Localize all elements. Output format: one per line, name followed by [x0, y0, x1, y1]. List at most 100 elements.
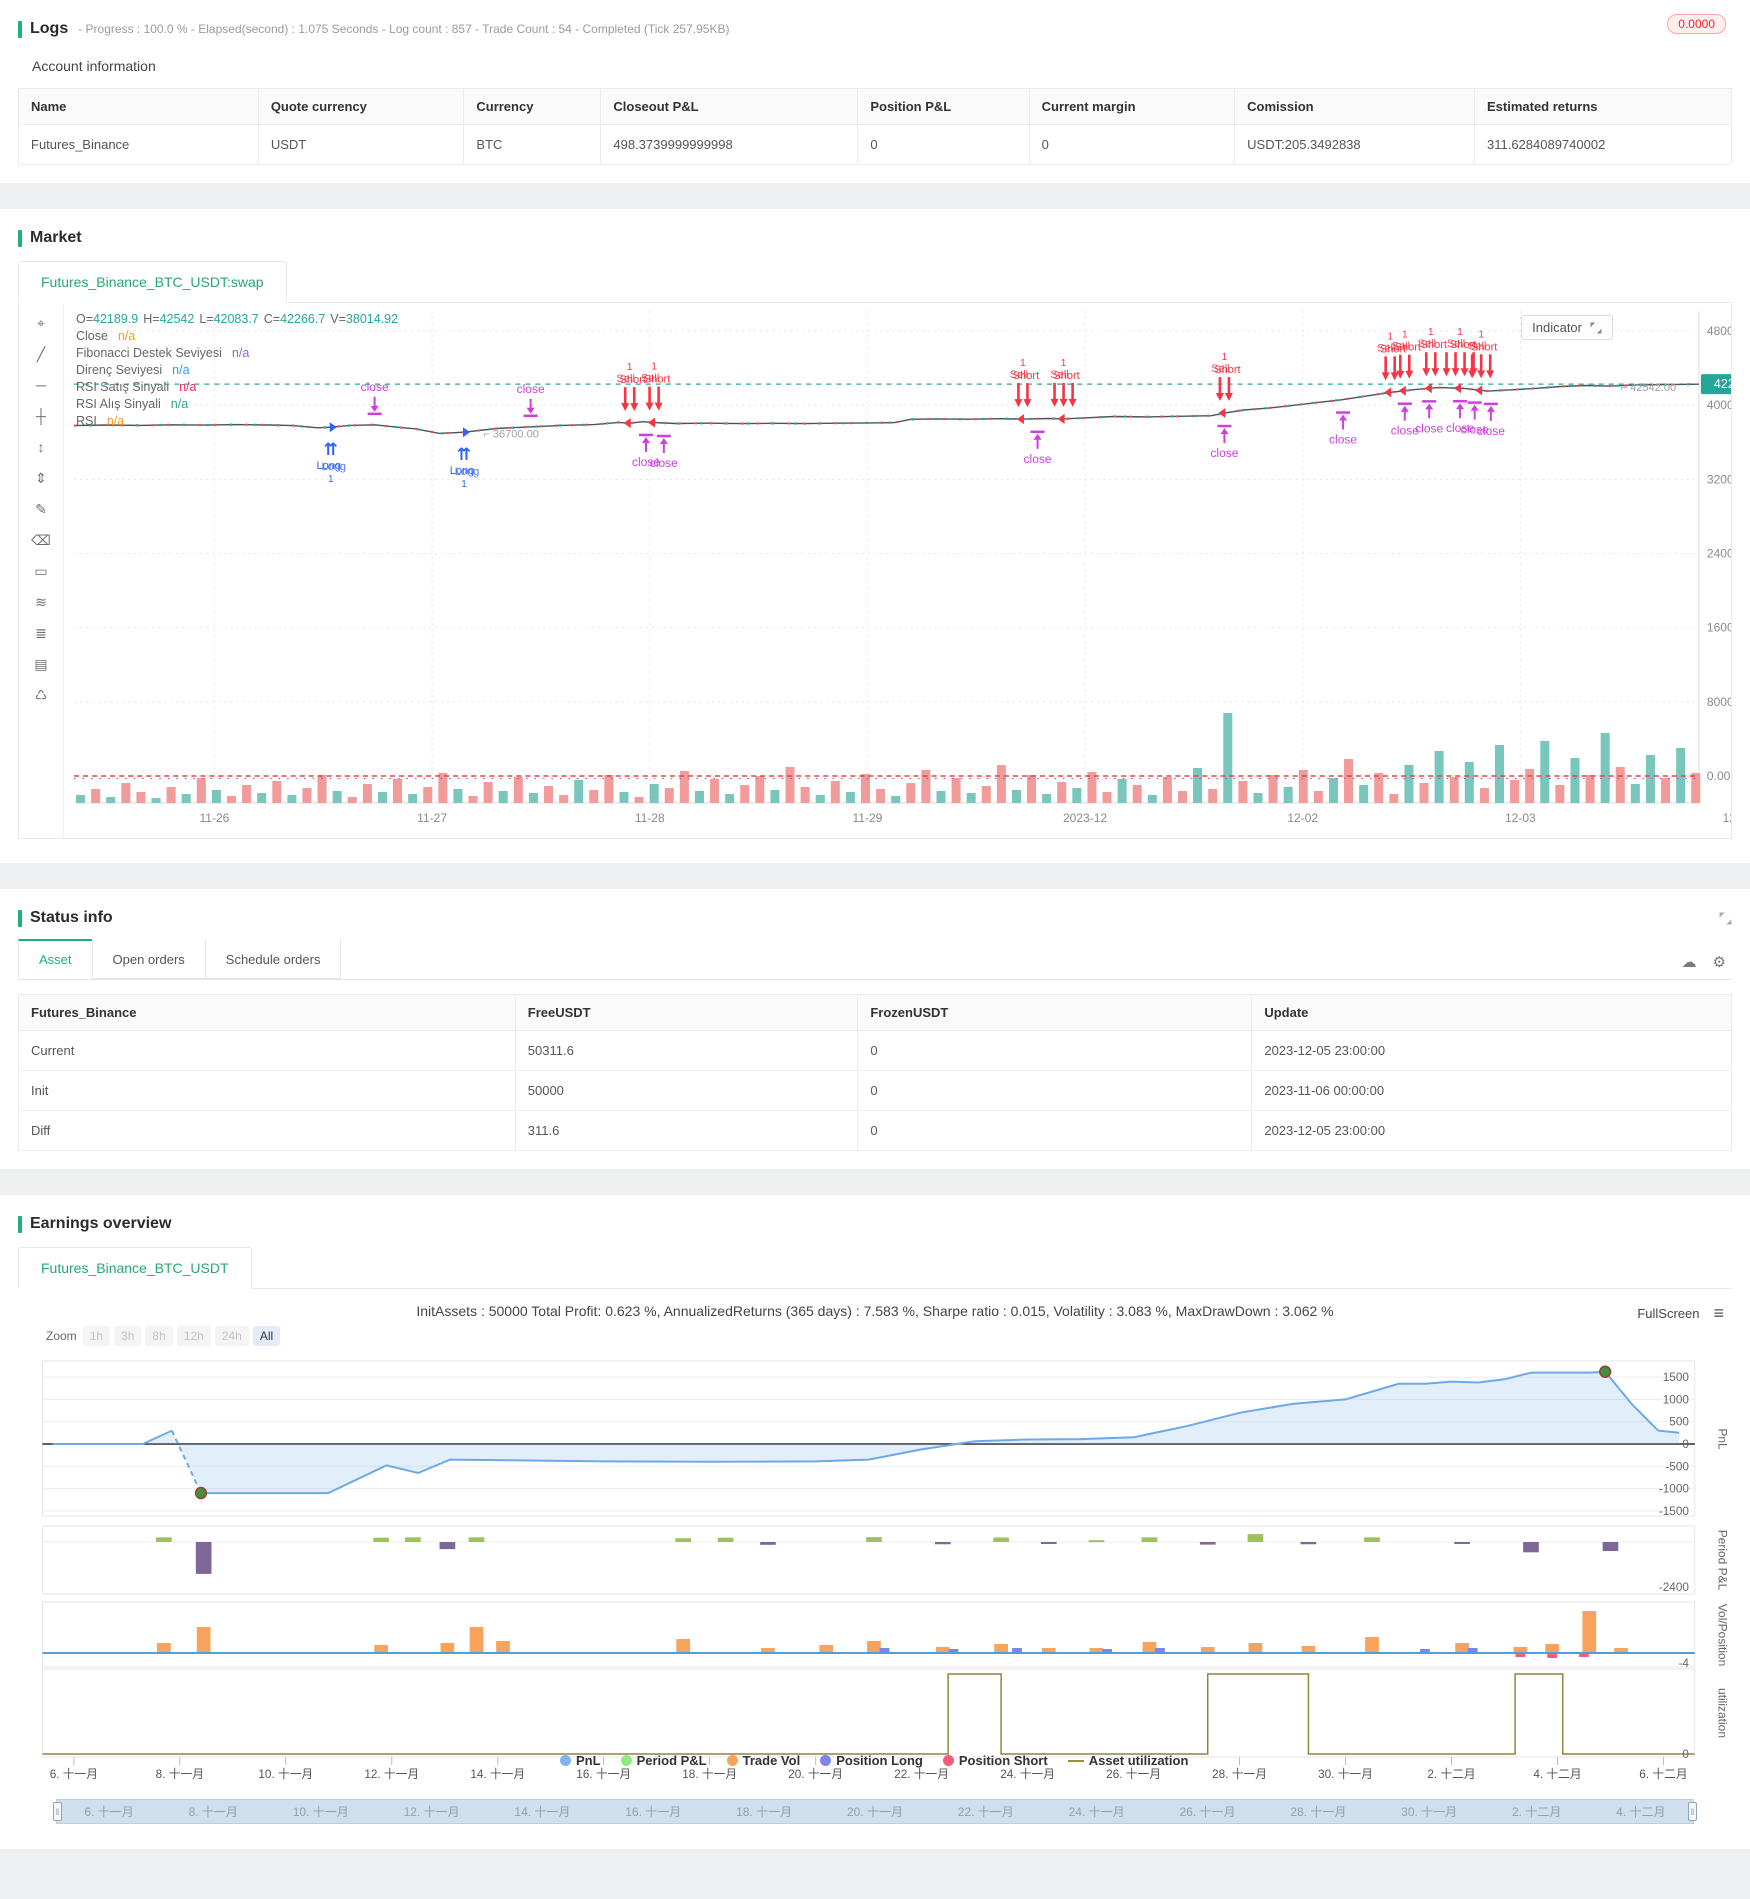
- gear-icon[interactable]: ⚙: [1712, 954, 1726, 971]
- legend-marker: [820, 1755, 832, 1766]
- trade-vol-bar: [819, 1645, 834, 1653]
- table-cell: Init: [18, 1070, 516, 1111]
- svg-text:8000.00: 8000.00: [1707, 695, 1731, 709]
- fullscreen-button[interactable]: FullScreen: [1637, 1306, 1700, 1321]
- tab-market-symbol[interactable]: Futures_Binance_BTC_USDT:swap: [18, 261, 287, 303]
- price-range-icon[interactable]: ↕: [37, 439, 45, 455]
- table-cell: 0: [857, 1030, 1253, 1071]
- status-section: Status info Asset Open orders Schedule o…: [0, 889, 1750, 1169]
- tab-schedule-orders[interactable]: Schedule orders: [204, 939, 342, 979]
- close-marker: close: [1329, 411, 1357, 447]
- logs-section: Logs - Progress : 100.0 % - Elapsed(seco…: [0, 0, 1750, 183]
- status-title: Status info: [30, 909, 113, 926]
- earnings-title: Earnings overview: [30, 1215, 172, 1232]
- indicator-legend-row[interactable]: RSI Satış Sinyali n/a: [76, 379, 403, 396]
- crosshair-icon[interactable]: ⌖: [37, 315, 45, 331]
- earnings-tabbar: Futures_Binance_BTC_USDT: [18, 1247, 1732, 1289]
- trade-vol-bar: [1089, 1648, 1104, 1653]
- trade-vol-bar: [1142, 1642, 1157, 1653]
- svg-text:0: 0: [1682, 1437, 1689, 1451]
- market-chart: O=42189.9 H=42542 L=42083.7 C=42266.7 V=3801…: [64, 303, 1731, 838]
- indicator-legend-row[interactable]: Close n/a: [76, 328, 403, 345]
- zoom-button-24h[interactable]: 24h: [214, 1326, 249, 1346]
- svg-text:Short: Short: [1214, 364, 1240, 376]
- hamburger-menu-icon[interactable]: ≡: [1713, 1303, 1724, 1323]
- eraser-icon[interactable]: ⌫: [31, 532, 51, 548]
- x-axis-label: 14. 十一月: [470, 1767, 525, 1781]
- svg-text:24000.00: 24000.00: [1707, 547, 1731, 561]
- navigator-left-handle[interactable]: ‖: [53, 1802, 62, 1821]
- close-marker: close: [517, 382, 545, 418]
- table-row: Diff 311.6 0 2023-12-05 23:00:00: [18, 1110, 1732, 1151]
- trade-vol-bar: [1582, 1611, 1597, 1653]
- svg-text:close: close: [1391, 424, 1419, 438]
- magnet-icon[interactable]: ▤: [34, 656, 48, 672]
- svg-text:Sell: Sell: [1211, 363, 1229, 375]
- table-cell: BTC: [463, 124, 602, 165]
- period-pnl-bar: [1454, 1542, 1470, 1544]
- chart-navigator[interactable]: 6. 十一月 8. 十一月 10. 十一月 12. 十一月 14. 十一月 16. 十一月…: [53, 1799, 1697, 1824]
- legend-item-position-short[interactable]: Position Short: [942, 1753, 1048, 1768]
- trade-vol-bar: [1614, 1648, 1628, 1653]
- trade-vol-bar: [440, 1643, 455, 1653]
- indicator-value: n/a: [179, 380, 197, 394]
- zoom-label: Zoom: [46, 1329, 77, 1343]
- pnl-extreme-dot: [194, 1486, 208, 1500]
- zoom-button-3h[interactable]: 3h: [114, 1326, 142, 1346]
- wave-icon[interactable]: ≋: [35, 594, 47, 610]
- cross-line-icon[interactable]: ┼: [36, 408, 46, 424]
- indicator-legend-row[interactable]: Direnç Seviyesi n/a: [76, 362, 403, 379]
- period-pnl-bar: [1300, 1542, 1317, 1545]
- navigator-right-handle[interactable]: ‖: [1688, 1802, 1697, 1821]
- tab-open-orders[interactable]: Open orders: [91, 939, 206, 979]
- svg-text:Short: Short: [620, 374, 646, 386]
- indicator-legend-row[interactable]: RSI Alış Sinyali n/a: [76, 396, 403, 413]
- legend-item-position-long[interactable]: Position Long: [820, 1753, 923, 1768]
- collapse-icon[interactable]: [1719, 912, 1732, 925]
- tab-earnings-symbol[interactable]: Futures_Binance_BTC_USDT: [18, 1247, 252, 1289]
- zoom-button-all[interactable]: All: [252, 1326, 281, 1346]
- legend-label: Position Short: [958, 1753, 1048, 1768]
- legend-item-pnl[interactable]: PnL: [560, 1753, 601, 1768]
- close-marker: close: [650, 434, 678, 470]
- svg-text:1: 1: [651, 362, 657, 373]
- svg-text:11-27: 11-27: [417, 811, 447, 825]
- pencil-icon[interactable]: ✎: [35, 501, 47, 517]
- indicator-legend-row[interactable]: RSI n/a: [76, 413, 403, 430]
- table-cell[interactable]: Current: [18, 1030, 516, 1071]
- section-accent-bar: [18, 20, 22, 38]
- column-header: Comission: [1234, 88, 1475, 125]
- legend-item-asset-utilization[interactable]: Asset utilization: [1067, 1753, 1188, 1768]
- legend-item-period-p-l[interactable]: Period P&L: [620, 1753, 707, 1768]
- period-pnl-bar: [1602, 1542, 1619, 1551]
- utilization-step-line: [42, 1673, 1695, 1755]
- trade-vol-bar: [1365, 1637, 1379, 1653]
- logs-title: Logs: [30, 20, 69, 37]
- svg-text:40000.00: 40000.00: [1707, 398, 1731, 412]
- horizontal-line-icon[interactable]: ─: [36, 377, 46, 393]
- zoom-button-8h[interactable]: 8h: [145, 1326, 173, 1346]
- rectangle-icon[interactable]: ▭: [34, 563, 48, 579]
- indicator-template-icon[interactable]: ≣: [35, 625, 47, 641]
- trend-line-icon[interactable]: ╱: [36, 346, 46, 362]
- status-badge: 0.0000: [1667, 14, 1726, 34]
- legend-item-trade-vol[interactable]: Trade Vol: [726, 1753, 800, 1768]
- market-chart-wrap: ⌖ ╱ ─ ┼ ↕ ⇕ ✎ ⌫ ▭ ≋ ≣ ▤ ♺ O=42189.9 H=42542 L=42083.7 C…: [18, 303, 1732, 839]
- tab-asset[interactable]: Asset: [18, 939, 93, 979]
- indicator-button[interactable]: Indicator: [1521, 315, 1613, 340]
- column-header: Futures_Binance: [18, 994, 516, 1031]
- period-pnl-bar: [1088, 1540, 1105, 1543]
- drawing-toolbar: ⌖ ╱ ─ ┼ ↕ ⇕ ✎ ⌫ ▭ ≋ ≣ ▤ ♺: [19, 303, 64, 838]
- cloud-download-icon[interactable]: ☁: [1681, 954, 1697, 971]
- date-range-icon[interactable]: ⇕: [35, 470, 47, 486]
- period-pnl-bar: [1523, 1542, 1539, 1553]
- zoom-button-12h[interactable]: 12h: [176, 1326, 211, 1346]
- zoom-button-1h[interactable]: 1h: [82, 1326, 111, 1346]
- trade-vol-bar: [935, 1647, 950, 1653]
- indicator-legend-row[interactable]: Fibonacci Destek Seviyesi n/a: [76, 345, 403, 362]
- navigator-label: 22. 十一月: [957, 1805, 1014, 1819]
- delete-icon[interactable]: ♺: [34, 687, 48, 703]
